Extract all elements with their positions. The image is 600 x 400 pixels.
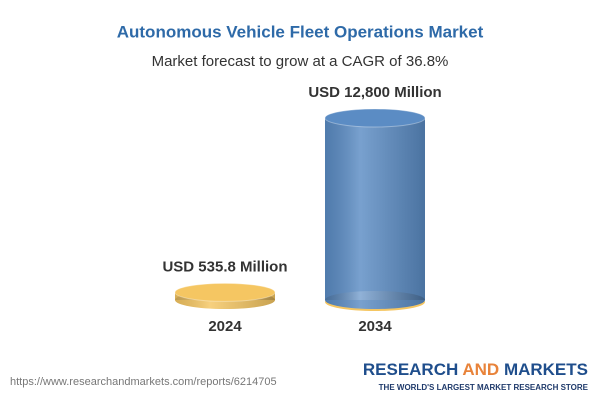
bar-bottom-shade (325, 291, 425, 309)
x-tick-label: 2024 (208, 318, 242, 335)
bar-top (324, 108, 426, 128)
brand-word: AND (462, 360, 499, 379)
bar-shade (325, 118, 425, 300)
source-url: https://www.researchandmarkets.com/repor… (10, 376, 277, 388)
value-label: USD 12,800 Million (308, 84, 441, 101)
chart-subtitle: Market forecast to grow at a CAGR of 36.… (152, 53, 449, 70)
brand: RESEARCH AND MARKETS (363, 360, 588, 379)
x-tick-label: 2034 (358, 318, 392, 335)
bar-top (174, 282, 276, 302)
chart-title: Autonomous Vehicle Fleet Operations Mark… (117, 22, 484, 41)
brand-word: RESEARCH (363, 360, 458, 379)
plot-area: USD 535.8 Million 2024 USD 12,800 Million 2… (162, 84, 441, 335)
value-label: USD 535.8 Million (162, 258, 287, 275)
brand-word: MARKETS (504, 360, 588, 379)
brand-tagline: THE WORLD'S LARGEST MARKET RESEARCH STOR… (379, 383, 589, 392)
